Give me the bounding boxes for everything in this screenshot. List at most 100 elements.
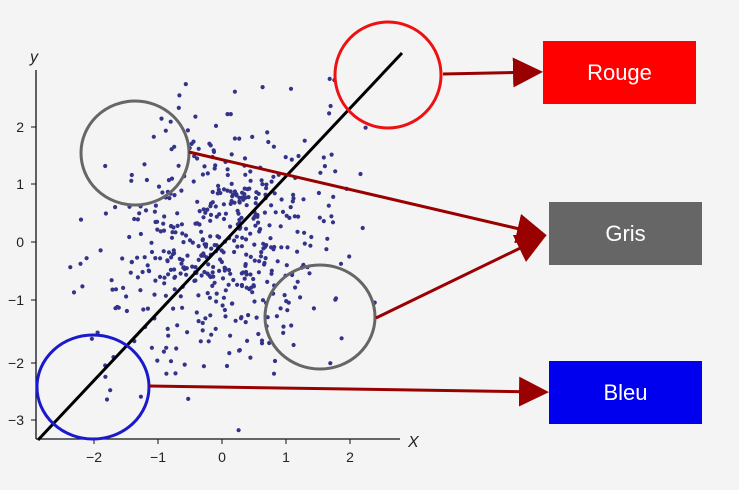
data-point bbox=[201, 207, 206, 212]
data-point bbox=[142, 162, 147, 167]
data-point bbox=[192, 154, 197, 159]
data-point bbox=[159, 116, 164, 121]
data-point bbox=[210, 270, 215, 275]
data-point bbox=[149, 240, 154, 245]
data-point bbox=[205, 171, 210, 176]
data-point bbox=[224, 363, 230, 369]
data-point bbox=[80, 284, 85, 289]
data-point bbox=[220, 276, 226, 281]
y-tick-label: 0 bbox=[16, 234, 24, 250]
data-point bbox=[165, 258, 170, 263]
data-point bbox=[183, 82, 188, 87]
y-tick-label: −1 bbox=[8, 292, 24, 308]
data-point bbox=[265, 315, 270, 320]
data-point bbox=[298, 295, 303, 300]
data-point bbox=[155, 219, 160, 224]
data-point bbox=[296, 214, 301, 219]
data-point bbox=[199, 273, 204, 278]
data-point bbox=[347, 254, 352, 259]
data-point bbox=[243, 237, 249, 242]
data-point bbox=[115, 304, 120, 310]
data-point bbox=[245, 338, 250, 343]
data-point bbox=[195, 156, 200, 161]
data-point bbox=[168, 359, 174, 364]
data-point bbox=[157, 274, 163, 279]
data-point bbox=[196, 257, 201, 262]
data-point bbox=[222, 307, 227, 313]
data-point bbox=[339, 336, 344, 341]
data-point bbox=[190, 264, 195, 269]
data-point bbox=[178, 271, 183, 276]
data-point bbox=[182, 266, 187, 272]
data-point bbox=[164, 345, 169, 350]
data-point bbox=[208, 212, 214, 217]
data-point bbox=[316, 190, 321, 196]
data-point bbox=[135, 217, 140, 222]
data-point bbox=[221, 250, 226, 255]
data-point bbox=[208, 201, 214, 206]
data-point bbox=[143, 208, 149, 213]
bleu-circle bbox=[35, 333, 151, 441]
data-point bbox=[186, 396, 191, 401]
data-point bbox=[172, 193, 177, 198]
data-point bbox=[205, 291, 210, 296]
data-point bbox=[78, 217, 84, 222]
data-point bbox=[331, 194, 336, 199]
data-point bbox=[321, 155, 326, 160]
data-point bbox=[209, 246, 214, 251]
data-point bbox=[175, 211, 180, 216]
data-point bbox=[214, 291, 219, 296]
data-point bbox=[89, 336, 94, 341]
data-point bbox=[208, 313, 213, 318]
data-point bbox=[247, 186, 252, 191]
data-point bbox=[172, 144, 177, 149]
data-point bbox=[98, 248, 103, 253]
data-point bbox=[217, 212, 222, 217]
data-point bbox=[242, 276, 247, 281]
data-point bbox=[167, 196, 172, 201]
data-point bbox=[268, 236, 273, 241]
data-point bbox=[199, 229, 204, 234]
data-point bbox=[201, 364, 206, 369]
data-point bbox=[141, 307, 146, 312]
data-point bbox=[210, 283, 215, 288]
data-point bbox=[109, 278, 114, 283]
data-point bbox=[243, 226, 249, 231]
data-point bbox=[212, 166, 217, 171]
data-point bbox=[221, 295, 226, 300]
data-point bbox=[288, 86, 294, 91]
data-point bbox=[230, 301, 235, 306]
data-point bbox=[208, 218, 213, 223]
data-point bbox=[295, 229, 300, 234]
data-point bbox=[232, 136, 237, 141]
data-point bbox=[250, 134, 255, 139]
data-point bbox=[202, 164, 207, 169]
data-point bbox=[203, 316, 208, 321]
data-point bbox=[175, 223, 180, 228]
data-point bbox=[212, 280, 217, 285]
data-point bbox=[207, 273, 212, 278]
data-point bbox=[209, 332, 214, 337]
data-point bbox=[243, 263, 248, 268]
data-point bbox=[183, 233, 189, 238]
data-point bbox=[200, 172, 205, 177]
data-point bbox=[275, 259, 280, 264]
data-point bbox=[252, 299, 257, 304]
data-point bbox=[193, 114, 198, 119]
data-point bbox=[103, 163, 108, 169]
data-point bbox=[290, 199, 295, 204]
data-point bbox=[285, 245, 290, 250]
data-point bbox=[200, 237, 205, 242]
data-point bbox=[173, 371, 178, 376]
data-point bbox=[211, 264, 216, 270]
data-point bbox=[251, 216, 256, 221]
x-axis-label: X bbox=[407, 434, 420, 451]
data-point bbox=[302, 230, 307, 235]
data-point bbox=[190, 240, 195, 245]
y-tick-label: 1 bbox=[16, 176, 24, 192]
data-point bbox=[228, 112, 233, 117]
data-point bbox=[223, 288, 228, 293]
data-point bbox=[128, 270, 133, 275]
data-point bbox=[213, 204, 218, 209]
